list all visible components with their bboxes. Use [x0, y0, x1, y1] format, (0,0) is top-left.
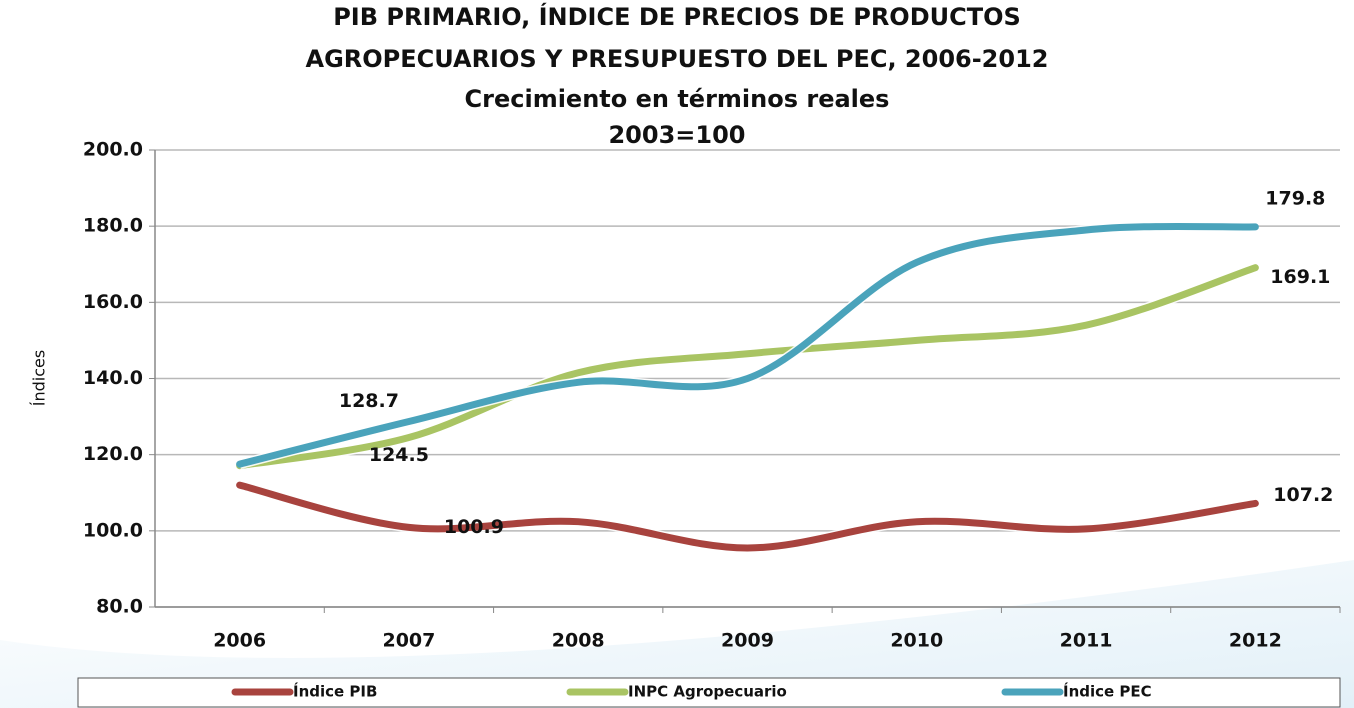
series-line	[236, 264, 1259, 470]
data-label: 107.2	[1273, 484, 1333, 506]
data-label: 169.1	[1270, 266, 1330, 288]
y-tick-label: 140.0	[83, 367, 143, 389]
x-tick-label: 2010	[890, 630, 943, 652]
x-tick-label: 2011	[1060, 630, 1113, 652]
legend-label: INPC Agropecuario	[628, 683, 787, 701]
chart-title: PIB PRIMARIO, ÍNDICE DE PRECIOS DE PRODU…	[333, 2, 1021, 31]
data-label: 179.8	[1265, 187, 1325, 209]
y-tick-label: 120.0	[83, 443, 143, 465]
x-tick-label: 2006	[213, 630, 266, 652]
background-swoosh	[0, 560, 1354, 708]
legend-label: Índice PEC	[1063, 682, 1152, 701]
data-label: 124.5	[369, 444, 429, 466]
series-line-shadow	[238, 262, 1257, 471]
y-tick-label: 160.0	[83, 291, 143, 313]
chart-subtitle: 2003=100	[608, 121, 745, 149]
legend-label: Índice PIB	[293, 682, 377, 701]
x-tick-label: 2009	[721, 630, 774, 652]
y-tick-label: 100.0	[83, 519, 143, 541]
chart-title: AGROPECUARIOS Y PRESUPUESTO DEL PEC, 200…	[306, 45, 1049, 73]
x-tick-label: 2007	[382, 630, 435, 652]
y-tick-label: 200.0	[83, 139, 143, 161]
series-line-shadow	[238, 480, 1257, 553]
chart-subtitle: Crecimiento en términos reales	[465, 85, 890, 113]
data-label: 100.9	[444, 516, 504, 538]
y-tick-label: 180.0	[83, 215, 143, 237]
x-tick-label: 2008	[552, 630, 605, 652]
data-label: 128.7	[339, 390, 399, 412]
series-line	[236, 481, 1259, 552]
x-tick-label: 2012	[1229, 630, 1282, 652]
y-axis-label: Índices	[30, 350, 49, 406]
y-tick-label: 80.0	[96, 596, 143, 618]
series-line	[236, 222, 1259, 468]
